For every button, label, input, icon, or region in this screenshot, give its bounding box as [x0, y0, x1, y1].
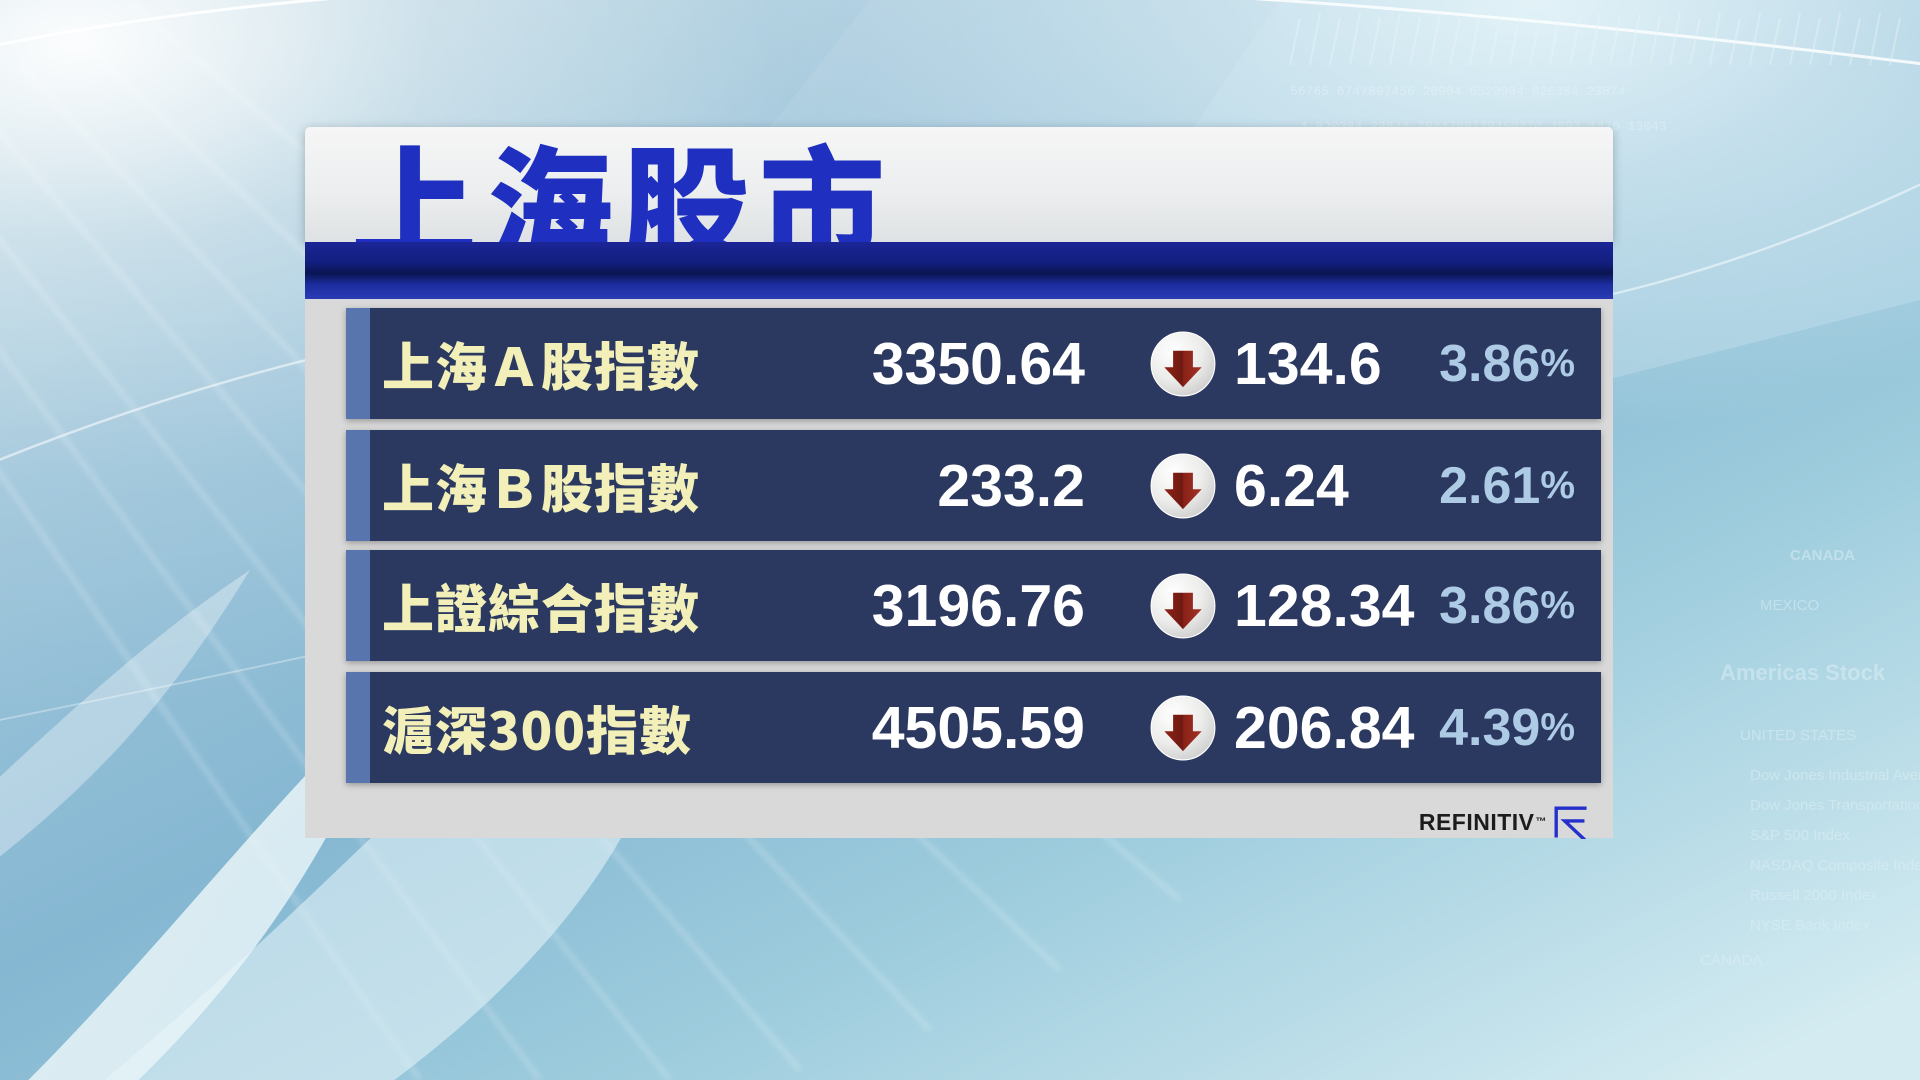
svg-text:NASDAQ Composite Index: NASDAQ Composite Index	[1750, 857, 1920, 874]
svg-text:56765 6747897456 20904 6520984: 56765 6747897456 20904 6520984 820384 23…	[1290, 84, 1626, 99]
svg-text:CANADA: CANADA	[1790, 547, 1855, 564]
svg-text:Dow Jones Industrial Average: Dow Jones Industrial Average	[1750, 767, 1920, 784]
svg-text:Russell 2000 Index: Russell 2000 Index	[1750, 887, 1878, 904]
svg-text:NYSE Bank Index: NYSE Bank Index	[1750, 917, 1871, 934]
svg-text:CANADA: CANADA	[1700, 952, 1763, 969]
svg-text:MEXICO: MEXICO	[1760, 597, 1819, 614]
svg-text:Americas Stock: Americas Stock	[1720, 660, 1886, 685]
svg-text:Dow Jones Transportation Avera: Dow Jones Transportation Average	[1750, 797, 1920, 814]
svg-text:UNITED STATES: UNITED STATES	[1740, 727, 1856, 744]
svg-text:S&P 500 Index: S&P 500 Index	[1750, 827, 1850, 844]
